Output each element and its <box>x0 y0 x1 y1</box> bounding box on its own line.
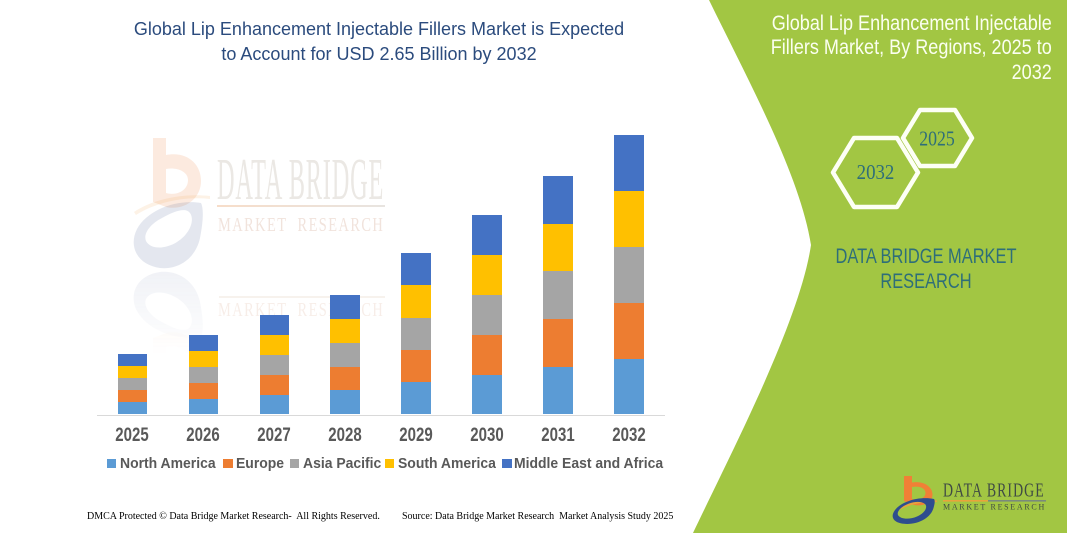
svg-text:DATA BRIDGE: DATA BRIDGE <box>943 479 1045 501</box>
svg-text:MARKET RESEARCH: MARKET RESEARCH <box>943 503 1046 512</box>
svg-text:2032: 2032 <box>857 160 895 184</box>
svg-text:2025: 2025 <box>919 127 955 151</box>
